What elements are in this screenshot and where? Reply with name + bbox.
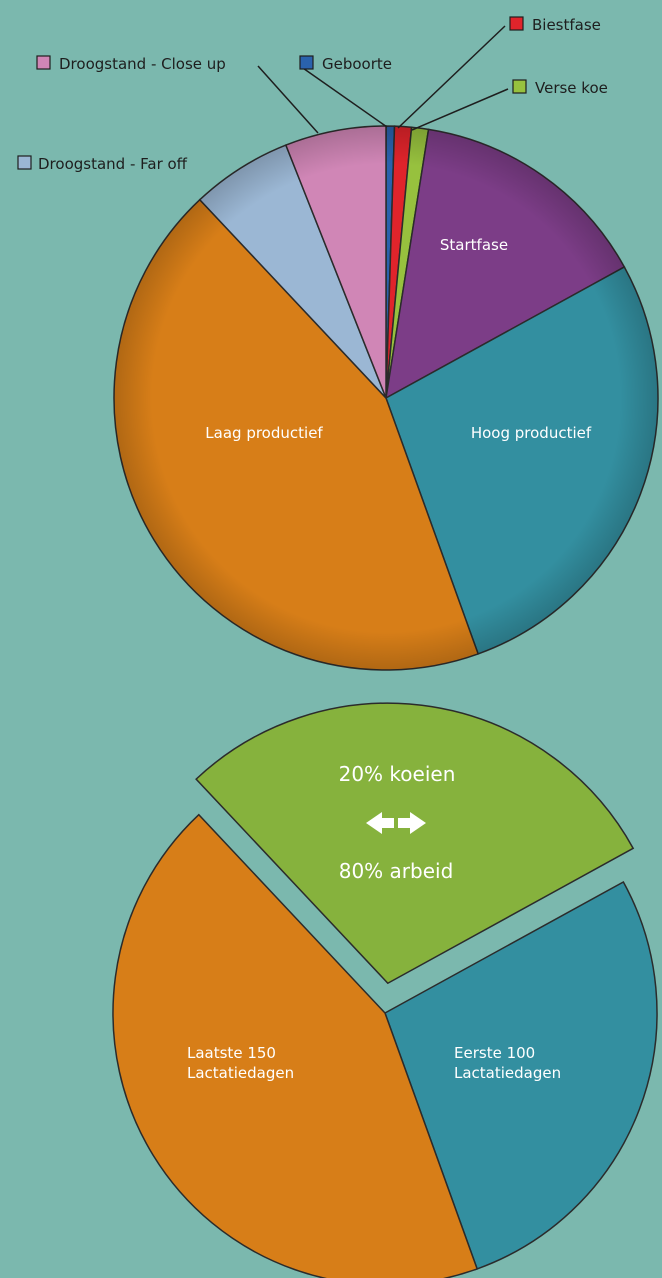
pie1-leader-droogstand-close-up — [257, 65, 319, 134]
pie1-legend-label-verse-koe: Verse koe — [535, 79, 608, 97]
pie-chart-1-labels: Geboorte Biestfase Verse koe Startfase Hoog … — [17, 16, 608, 442]
pie-chart-2 — [112, 702, 658, 1278]
pie1-legend-swatch-biestfase — [509, 16, 524, 31]
pie1-shade — [114, 126, 658, 670]
annotation-bottom-text: 80% arbeid — [339, 859, 454, 883]
pie1-label-laag-productief: Laag productief — [205, 424, 323, 442]
pie1-legend-swatch-droogstand-close-up — [36, 55, 51, 70]
pie1-legend-swatch-droogstand-far-off — [17, 155, 32, 170]
pie2-slice-exploded — [195, 702, 635, 985]
pie1-legend-label-droogstand-far-off: Droogstand - Far off — [38, 155, 188, 173]
pie1-label-startfase: Startfase — [440, 236, 508, 254]
pie-chart-2-labels: Eerste 100 Lactatiedagen Laatste 150 Lactat… — [187, 762, 561, 1082]
annotation-top-text: 20% koeien — [339, 762, 456, 786]
pie2-label-eerste-100-lactatiedagen: Eerste 100 Lactatiedagen — [454, 1044, 561, 1082]
double-arrow-icon — [366, 812, 426, 834]
pie2-slice-eerste-100-lactatiedagen — [384, 880, 658, 1270]
pie1-legend-label-geboorte: Geboorte — [322, 55, 392, 73]
pie-chart-1 — [113, 125, 659, 671]
pie1-legend-swatch-verse-koe — [512, 79, 527, 94]
pie1-legend-label-droogstand-close-up: Droogstand - Close up — [59, 55, 226, 73]
pie2-label-laatste-150-lactatiedagen: Laatste 150 Lactatiedagen — [187, 1044, 294, 1082]
pie1-leader-verse-koe — [411, 88, 509, 131]
pie1-legend-label-biestfase: Biestfase — [532, 16, 601, 34]
pie1-label-hoog-productief: Hoog productief — [471, 424, 592, 442]
pie2-slice-laatste-150-lactatiedagen — [112, 813, 479, 1278]
pie1-leader-biestfase — [397, 25, 506, 129]
pie1-legend-swatch-geboorte — [299, 55, 314, 70]
pie1-leader-geboorte — [299, 65, 388, 128]
